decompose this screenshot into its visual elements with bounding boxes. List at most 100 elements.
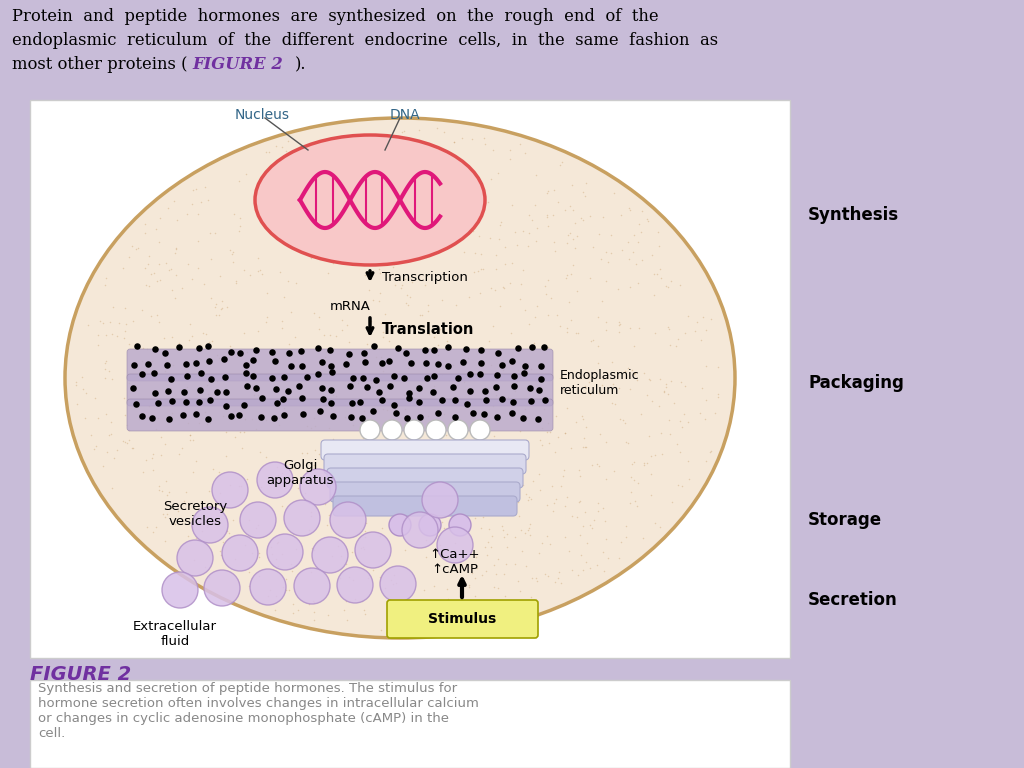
Point [614, 244, 631, 257]
Text: ↑Ca++
↑cAMP: ↑Ca++ ↑cAMP [430, 548, 480, 576]
Point [179, 381, 196, 393]
Point [417, 279, 433, 291]
Point [223, 346, 240, 358]
Text: Endoplasmic
reticulum: Endoplasmic reticulum [560, 369, 640, 397]
Point [676, 409, 692, 421]
Point [371, 382, 387, 395]
Point [283, 558, 299, 570]
Point [163, 263, 179, 275]
Point [295, 227, 311, 239]
Point [144, 464, 161, 476]
Point [180, 416, 197, 429]
Bar [30, 100, 790, 658]
Point [126, 399, 142, 412]
Point [384, 413, 400, 425]
Text: DNA: DNA [390, 108, 421, 122]
Point [354, 372, 371, 384]
Point [359, 202, 376, 214]
Point [273, 466, 290, 478]
Point [578, 421, 594, 433]
Point [140, 258, 157, 270]
Point [370, 148, 386, 161]
Point [262, 541, 279, 553]
Point [380, 336, 396, 348]
Point [425, 331, 441, 343]
Point [663, 275, 679, 287]
Point [269, 537, 286, 549]
Point [450, 204, 466, 216]
Point [135, 342, 152, 354]
Point [598, 276, 614, 288]
Point [445, 137, 462, 149]
Point [505, 396, 521, 408]
Point [290, 379, 306, 391]
Point [339, 319, 355, 331]
Point [271, 179, 288, 191]
Point [414, 237, 430, 250]
Circle shape [337, 567, 373, 603]
Point [517, 403, 534, 415]
Point [355, 405, 372, 417]
Point [385, 612, 401, 624]
Point [383, 574, 399, 586]
Point [489, 411, 506, 423]
Point [395, 372, 412, 384]
Point [201, 194, 217, 206]
Point [698, 394, 715, 406]
Point [657, 380, 674, 392]
Point [270, 469, 287, 482]
Point [426, 379, 442, 392]
Point [223, 346, 240, 359]
Point [265, 217, 282, 230]
Text: Golgi
apparatus: Golgi apparatus [266, 459, 334, 487]
Point [177, 486, 194, 498]
Point [543, 538, 559, 550]
Point [502, 144, 518, 156]
Point [165, 359, 181, 371]
Point [286, 607, 302, 619]
Point [395, 389, 412, 402]
Point [417, 344, 433, 356]
Point [573, 212, 590, 224]
Point [278, 193, 294, 205]
Point [364, 376, 380, 389]
Point [387, 157, 403, 170]
Point [646, 290, 663, 302]
Point [121, 251, 137, 263]
Point [237, 412, 253, 425]
Point [361, 569, 378, 581]
Point [357, 481, 374, 493]
Point [562, 227, 579, 239]
Point [134, 367, 151, 379]
Point [209, 375, 225, 387]
FancyBboxPatch shape [321, 440, 529, 460]
Point [424, 458, 440, 471]
Point [202, 394, 218, 406]
Point [269, 461, 286, 473]
Point [621, 202, 637, 214]
Point [673, 376, 689, 388]
Point [593, 253, 609, 266]
Point [455, 356, 471, 368]
Point [248, 382, 264, 394]
Point [220, 384, 237, 396]
Point [372, 386, 388, 399]
Point [193, 196, 209, 208]
Point [532, 359, 549, 372]
Point [117, 301, 133, 313]
Point [528, 300, 545, 312]
Point [438, 336, 455, 348]
Text: Storage: Storage [808, 511, 882, 529]
Point [294, 447, 310, 459]
Point [612, 209, 629, 221]
Point [185, 521, 202, 533]
Point [377, 581, 393, 594]
Point [426, 370, 442, 382]
Point [307, 444, 324, 456]
Point [407, 142, 423, 154]
Point [481, 231, 498, 243]
Point [590, 505, 606, 517]
Point [497, 282, 513, 294]
Point [225, 256, 242, 268]
Point [252, 264, 268, 276]
